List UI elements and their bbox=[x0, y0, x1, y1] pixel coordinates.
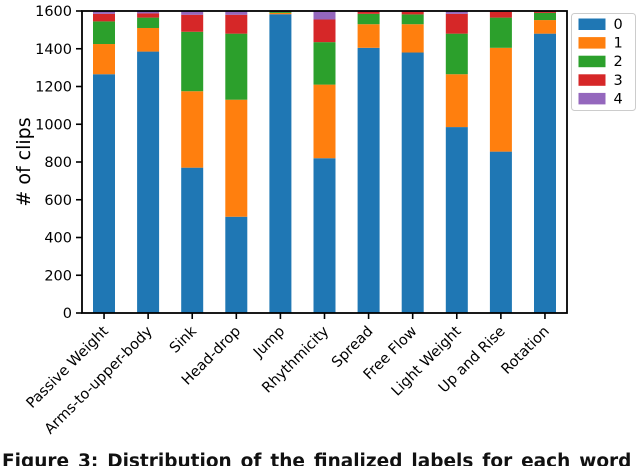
y-tick-label: 1000 bbox=[35, 117, 72, 133]
bar-segment bbox=[93, 21, 115, 45]
bar-segment bbox=[534, 33, 556, 314]
bar-segment bbox=[269, 11, 292, 13]
bar-segment bbox=[181, 91, 204, 168]
bar-segment bbox=[225, 11, 248, 15]
bar-segment bbox=[93, 13, 115, 22]
bar-segment bbox=[181, 167, 204, 313]
bar-segment bbox=[313, 84, 336, 159]
y-tick-label: 1200 bbox=[35, 80, 72, 96]
bar-segment bbox=[93, 74, 115, 313]
bar-segment bbox=[93, 44, 115, 75]
bar-segment bbox=[313, 158, 336, 313]
bar-segment bbox=[401, 11, 424, 15]
bar-segment bbox=[534, 11, 556, 13]
bar-segment bbox=[445, 127, 468, 313]
bar-segment bbox=[445, 33, 468, 75]
bar-segment bbox=[357, 11, 380, 14]
bar-segment bbox=[93, 11, 115, 14]
plot-border bbox=[81, 10, 568, 314]
bar-segment bbox=[357, 24, 380, 48]
bar-segment bbox=[137, 13, 160, 18]
bar-segment bbox=[534, 12, 556, 21]
bar-segment bbox=[357, 47, 380, 314]
bar-segment bbox=[269, 14, 292, 314]
legend-label: 0 bbox=[614, 17, 623, 33]
legend-swatch bbox=[578, 55, 606, 68]
bar-segment bbox=[534, 20, 556, 34]
bar-segment bbox=[181, 14, 204, 32]
figure-caption: Figure 3: Distribution of the finalized … bbox=[2, 451, 632, 466]
bar-segment bbox=[137, 11, 160, 14]
y-tick-label: 1600 bbox=[35, 4, 72, 20]
bar-segment bbox=[401, 24, 424, 53]
bar-segment bbox=[445, 13, 468, 34]
y-tick-label: 400 bbox=[44, 231, 72, 247]
y-tick-label: 0 bbox=[63, 306, 72, 322]
legend-swatch bbox=[578, 74, 606, 86]
bar-segment bbox=[137, 51, 160, 313]
bar-segment bbox=[181, 11, 204, 15]
bar-segment bbox=[269, 12, 292, 15]
stacked-bar-chart: 0 200 400 600 800 1000 1200 1400 1600 Passive Wei… bbox=[13, 4, 636, 438]
legend-label: 3 bbox=[614, 73, 623, 89]
bar-segment bbox=[225, 216, 248, 313]
x-tick-label: Rotation bbox=[499, 324, 553, 378]
bar-segment bbox=[401, 14, 424, 25]
bar-segment bbox=[225, 14, 248, 34]
legend-swatch bbox=[578, 18, 606, 30]
legend-swatch bbox=[578, 37, 606, 49]
y-tick-label: 600 bbox=[44, 193, 72, 209]
legend-label: 4 bbox=[614, 91, 623, 107]
bar-segment bbox=[445, 11, 468, 14]
x-tick-label: Passive Weight bbox=[24, 323, 112, 411]
bar-segment bbox=[137, 27, 160, 52]
y-tick-label: 200 bbox=[44, 268, 72, 284]
bar-segment bbox=[313, 11, 336, 20]
bar-segment bbox=[313, 42, 336, 85]
bar-segment bbox=[445, 74, 468, 128]
bar-segment bbox=[489, 11, 512, 18]
legend-label: 2 bbox=[614, 54, 623, 70]
x-tick-label: Sink bbox=[167, 323, 201, 357]
bar-segment bbox=[401, 52, 424, 314]
y-tick-label: 800 bbox=[44, 155, 72, 171]
legend-label: 1 bbox=[614, 36, 623, 52]
legend-swatch bbox=[578, 92, 606, 105]
y-tick-label: 1400 bbox=[35, 42, 72, 58]
bar-segment bbox=[489, 47, 512, 152]
bar-segment bbox=[313, 19, 336, 43]
x-tick-label: Jump bbox=[250, 324, 288, 362]
bar-segment bbox=[357, 13, 380, 25]
bar-segment bbox=[225, 33, 248, 100]
bar-segment bbox=[225, 99, 248, 217]
bar-segment bbox=[489, 17, 512, 48]
y-axis-label: # of clips bbox=[13, 117, 35, 206]
bar-segment bbox=[181, 31, 204, 92]
bar-segment bbox=[137, 17, 160, 28]
bar-segment bbox=[489, 151, 512, 313]
